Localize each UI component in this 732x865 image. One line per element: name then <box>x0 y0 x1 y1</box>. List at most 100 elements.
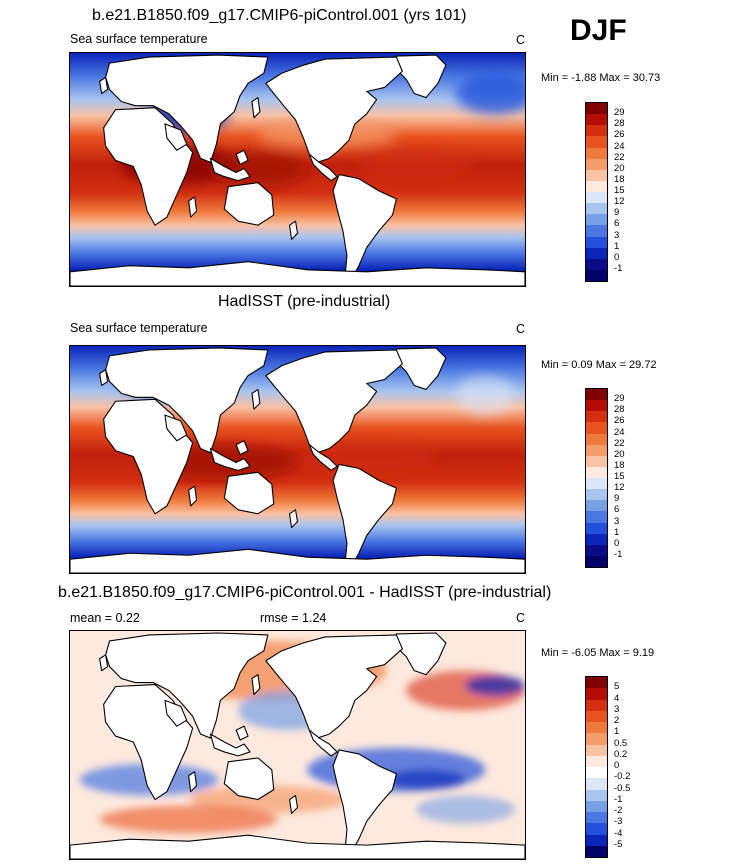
panel1-variable-label: Sea surface temperature <box>70 32 208 46</box>
colorbar-swatch <box>586 147 607 159</box>
colorbar-label: 9 <box>614 207 620 219</box>
colorbar-swatch <box>586 767 607 779</box>
colorbar-label: 3 <box>614 229 620 241</box>
colorbar-swatch <box>586 214 607 226</box>
panel3-map <box>69 630 526 860</box>
colorbar-swatch <box>586 180 607 192</box>
panel3-rmse-label: rmse = 1.24 <box>260 611 327 625</box>
colorbar-swatch <box>586 800 607 812</box>
colorbar-swatch <box>586 236 607 248</box>
colorbar-label: 4 <box>614 692 620 704</box>
panel3-colorbar-swatches <box>585 676 608 858</box>
colorbar-label: 12 <box>614 482 625 494</box>
colorbar-label: 6 <box>614 218 620 230</box>
colorbar-swatch <box>586 258 607 270</box>
season-label: DJF <box>570 14 627 47</box>
colorbar-swatch <box>586 755 607 767</box>
colorbar-label: 0 <box>614 251 620 263</box>
colorbar-swatch <box>586 225 607 237</box>
panel2-map <box>69 345 526 574</box>
panel1-title: b.e21.B1850.f09_g17.CMIP6-piControl.001 … <box>92 7 467 24</box>
colorbar-swatch <box>586 544 607 556</box>
colorbar-swatch <box>586 823 607 835</box>
colorbar-label: 0 <box>614 537 620 549</box>
colorbar-swatch <box>586 103 607 115</box>
colorbar-swatch <box>586 555 607 567</box>
colorbar-swatch <box>586 500 607 512</box>
colorbar-swatch <box>586 533 607 545</box>
colorbar-label: 1 <box>614 240 620 252</box>
colorbar-label: 2 <box>614 715 620 726</box>
colorbar-label: 3 <box>614 703 620 715</box>
colorbar-label: 0.2 <box>614 748 628 760</box>
colorbar-swatch <box>586 733 607 745</box>
colorbar-swatch <box>586 722 607 734</box>
colorbar-swatch <box>586 466 607 478</box>
colorbar-swatch <box>586 845 607 857</box>
panel2-minmax: Min = 0.09 Max = 29.72 <box>541 359 657 371</box>
colorbar-swatch <box>586 192 607 204</box>
colorbar-swatch <box>586 511 607 523</box>
panel1-units: C <box>516 33 526 47</box>
colorbar-label: -2 <box>614 805 623 816</box>
colorbar-label: 3 <box>614 515 620 527</box>
colorbar-label: -0.2 <box>614 771 631 783</box>
colorbar-swatch <box>586 247 607 259</box>
colorbar-swatch <box>586 489 607 501</box>
colorbar-label: 20 <box>614 162 625 174</box>
panel3-minmax: Min = -6.05 Max = 9.19 <box>541 647 655 659</box>
colorbar-swatch <box>586 389 607 401</box>
colorbar-swatch <box>586 136 607 148</box>
panel1-colorbar-swatches <box>585 102 608 282</box>
panel3-mean-label: mean = 0.22 <box>70 611 140 625</box>
colorbar-label: 0 <box>614 760 620 771</box>
colorbar-label: 15 <box>614 185 625 196</box>
colorbar-label: 18 <box>614 459 625 471</box>
colorbar-label: -4 <box>614 827 623 839</box>
colorbar-label: 29 <box>614 107 625 119</box>
colorbar-label: 28 <box>614 404 625 416</box>
colorbar-label: 24 <box>614 426 625 438</box>
colorbar-swatch <box>586 269 607 281</box>
colorbar-label: 12 <box>614 196 625 208</box>
colorbar-swatch <box>586 158 607 170</box>
colorbar-swatch <box>586 411 607 423</box>
panel1-minmax: Min = -1.88 Max = 30.73 <box>541 72 661 84</box>
colorbar-label: 0.5 <box>614 737 628 749</box>
colorbar-label: -0.5 <box>614 782 631 794</box>
colorbar-swatch <box>586 455 607 467</box>
colorbar-swatch <box>586 834 607 846</box>
panel2-units: C <box>516 322 526 336</box>
colorbar-label: 22 <box>614 151 625 163</box>
colorbar-label: 26 <box>614 129 625 141</box>
colorbar-swatch <box>586 677 607 689</box>
colorbar-label: 22 <box>614 437 625 449</box>
colorbar-swatch <box>586 699 607 711</box>
colorbar-swatch <box>586 444 607 456</box>
colorbar-label: 6 <box>614 504 620 516</box>
colorbar-label: -1 <box>614 548 623 560</box>
colorbar-label: 5 <box>614 681 620 693</box>
panel3-title: b.e21.B1850.f09_g17.CMIP6-piControl.001 … <box>58 584 552 601</box>
colorbar-label: -5 <box>614 838 623 850</box>
colorbar-label: -1 <box>614 793 623 805</box>
colorbar-swatch <box>586 710 607 722</box>
colorbar-swatch <box>586 478 607 490</box>
colorbar-swatch <box>586 422 607 434</box>
colorbar-label: 20 <box>614 448 625 460</box>
colorbar-swatch <box>586 812 607 824</box>
colorbar-swatch <box>586 778 607 790</box>
colorbar-label: 15 <box>614 471 625 482</box>
colorbar-swatch <box>586 114 607 126</box>
colorbar-swatch <box>586 688 607 700</box>
colorbar-label: -1 <box>614 262 623 274</box>
colorbar-swatch <box>586 433 607 445</box>
panel2-colorbar-swatches <box>585 388 608 568</box>
panel2-title: HadISST (pre-industrial) <box>218 293 391 310</box>
panel3-units: C <box>516 611 526 625</box>
colorbar-label: 28 <box>614 118 625 130</box>
colorbar-label: 1 <box>614 526 620 538</box>
colorbar-label: 29 <box>614 393 625 405</box>
colorbar-swatch <box>586 169 607 181</box>
colorbar-swatch <box>586 203 607 215</box>
